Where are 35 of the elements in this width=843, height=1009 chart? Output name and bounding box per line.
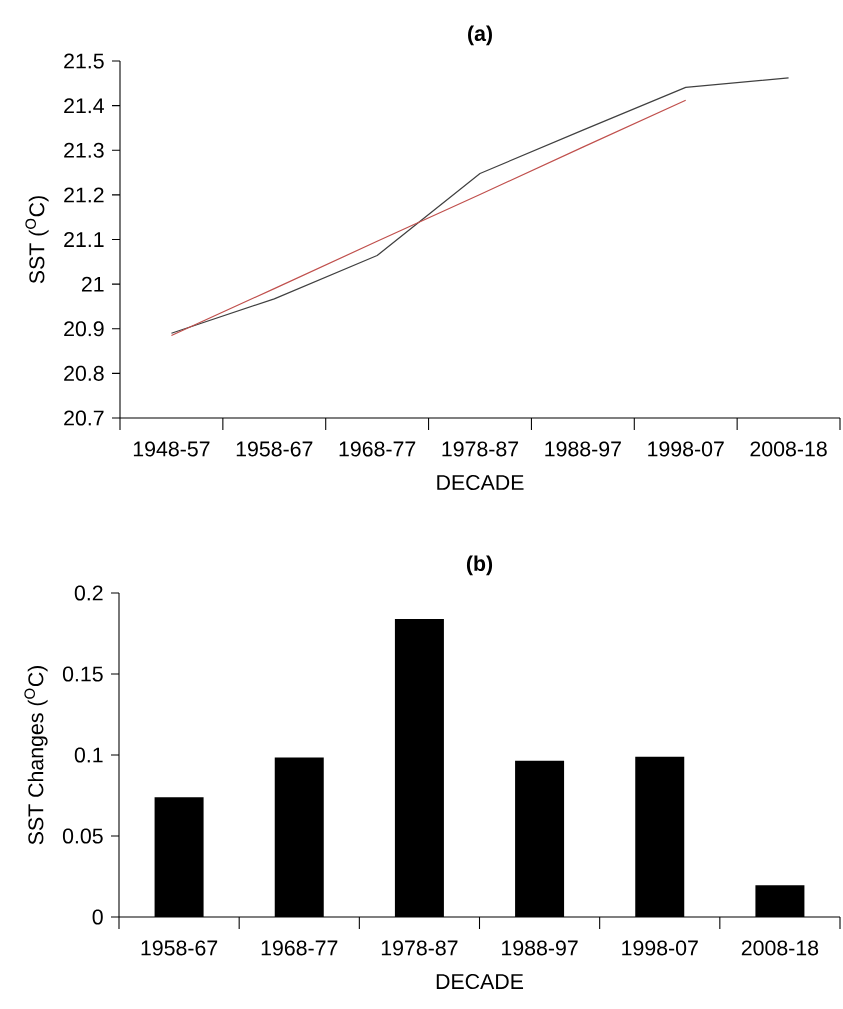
x-tick-label: 1998-07 — [648, 441, 724, 457]
line-series — [170, 99, 687, 337]
y-tick-label: 21 — [81, 276, 104, 292]
x-tick-label: 2008-18 — [741, 940, 819, 956]
y-tick-label: 20.8 — [64, 365, 104, 381]
y-tick-label: 0.15 — [62, 666, 103, 682]
x-tick-label: 1998-07 — [622, 940, 698, 956]
y-tick-label: 0.1 — [74, 747, 103, 763]
x-tick-label: 1968-77 — [339, 441, 416, 457]
x-tick-label: 1978-87 — [442, 441, 519, 457]
x-tick-label: 1978-87 — [381, 940, 458, 956]
x-tick-label: 2008-18 — [750, 441, 827, 457]
y-axis-title: SST ($^{O}$C) — [25, 196, 49, 284]
x-tick-label: 1988-97 — [545, 441, 621, 457]
y-tick-label: 0 — [92, 909, 103, 925]
x-tick-label: 1948-57 — [133, 441, 210, 457]
y-tick-label: 21.4 — [64, 98, 104, 114]
y-tick-label: 20.7 — [64, 410, 104, 426]
line-series — [170, 77, 790, 334]
x-tick-label: 1988-97 — [502, 940, 578, 956]
x-axis-title: DECADE — [436, 973, 524, 990]
chart-title: (b) — [466, 555, 493, 576]
y-tick-label: 21.2 — [64, 187, 104, 203]
x-tick-label: 1958-67 — [141, 940, 218, 956]
x-axis-title: DECADE — [437, 474, 524, 491]
x-tick-label: 1958-67 — [236, 441, 313, 457]
x-tick-label: 1968-77 — [261, 940, 338, 956]
y-tick-label: 0.05 — [62, 828, 103, 844]
chart-title: (a) — [468, 25, 492, 46]
y-tick-label: 0.2 — [74, 585, 103, 601]
y-tick-label: 21.1 — [64, 232, 104, 247]
y-tick-label: 20.9 — [64, 321, 104, 337]
y-tick-label: 21.3 — [64, 142, 104, 158]
y-axis-title: SST Changes ($^{O}$C) — [24, 666, 48, 845]
y-tick-label: 21.5 — [64, 53, 104, 69]
